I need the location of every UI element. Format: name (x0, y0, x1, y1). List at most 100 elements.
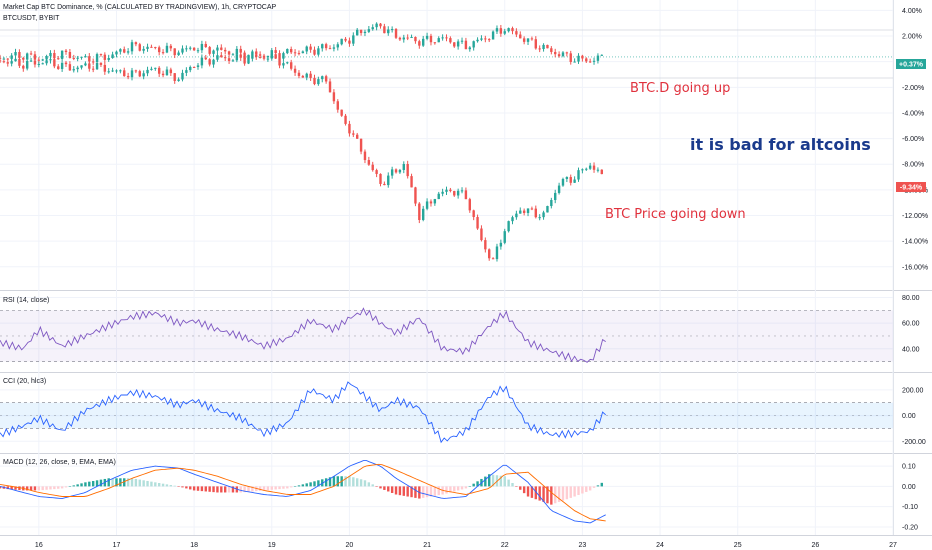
candle-body (22, 65, 25, 69)
candle-body (324, 44, 328, 49)
candle-body (596, 169, 600, 171)
candle-body (534, 39, 537, 49)
macd-histogram-bar (313, 481, 316, 487)
candle-body (328, 48, 332, 50)
candle-body (111, 70, 114, 72)
candle-body (243, 57, 246, 64)
candle-body (84, 56, 87, 58)
candle-body (200, 57, 204, 66)
candle-body (410, 36, 413, 38)
macd-histogram-bar (223, 486, 227, 493)
candle-body (134, 70, 138, 72)
macd-histogram-bar (367, 482, 371, 487)
candle-body (453, 191, 456, 196)
candle-body (53, 59, 56, 67)
macd-histogram-bar (472, 483, 475, 487)
macd-histogram-bar (41, 486, 44, 491)
candle-body (600, 169, 604, 175)
candle-body (585, 168, 588, 170)
annotation-btcd-going-up: BTC.D going up (630, 81, 730, 96)
candle-body (204, 43, 207, 48)
candle-body (251, 54, 254, 59)
candle-body (456, 41, 460, 47)
price-tick-label: -16.00% (902, 264, 928, 271)
second-symbol-label[interactable]: BTCUSDT, BYBIT (3, 15, 60, 22)
price-tick-label: -0.10 (902, 504, 918, 511)
candle-body (37, 63, 41, 65)
candle-body (503, 31, 506, 34)
candle-body (515, 213, 518, 218)
macd-histogram-bar (588, 486, 592, 491)
candle-body (406, 37, 409, 39)
candle-body (41, 59, 44, 61)
candle-body (25, 61, 29, 69)
macd-histogram-bar (375, 486, 378, 487)
candle-body (146, 69, 149, 74)
candle-body (534, 208, 537, 218)
candle-body (488, 249, 491, 259)
macd-histogram-bar (414, 486, 417, 498)
candle-body (177, 52, 180, 56)
macd-histogram-bar (468, 486, 471, 487)
price-axis[interactable]: 4.00%2.00%0.00%-2.00%-4.00%-6.00%-8.00%-… (902, 8, 928, 532)
rsi-title[interactable]: RSI (14, close) (3, 297, 49, 304)
candle-body (456, 190, 460, 196)
candle-body (554, 192, 557, 201)
candle-body (10, 61, 13, 64)
candle-body (441, 37, 444, 39)
macd-histogram-bar (410, 486, 413, 498)
candle-body (64, 50, 68, 52)
candle-body (68, 64, 72, 71)
candle-body (437, 38, 440, 43)
macd-histogram-bar (309, 482, 312, 487)
candle-body (146, 46, 149, 49)
price-tick-label: -8.00% (902, 162, 924, 169)
candle-body (72, 69, 75, 71)
candle-body (223, 57, 227, 59)
macd-histogram-bar (18, 486, 21, 491)
candle-body (554, 51, 557, 55)
candle-body (588, 61, 592, 63)
candle-body (550, 48, 553, 52)
candle-body (33, 54, 37, 60)
macd-histogram-bar (84, 482, 87, 487)
candle-body (22, 57, 25, 60)
candle-body (293, 68, 297, 73)
macd-histogram-bar (449, 486, 452, 493)
candle-body (526, 38, 530, 42)
macd-histogram-bar (596, 485, 600, 487)
time-axis[interactable]: 16 17 18 19 20 21 22 23 24 25 26 27 (35, 542, 897, 549)
candle-body (336, 44, 339, 48)
macd-histogram-bar (425, 486, 429, 498)
candle-body (247, 54, 250, 60)
main-title[interactable]: Market Cap BTC Dominance, % (CALCULATED … (3, 4, 277, 11)
candle-body (88, 56, 91, 62)
candle-body (515, 31, 518, 35)
macd-histogram-bar (247, 486, 250, 492)
macd-histogram-bar (561, 486, 565, 501)
macd-histogram-bar (530, 486, 534, 498)
candle-body (212, 50, 215, 54)
candle-body (309, 73, 312, 78)
candle-body (6, 58, 9, 60)
cci-title[interactable]: CCI (20, hlc3) (3, 378, 46, 385)
candle-body (111, 54, 114, 59)
macd-histogram-bar (387, 486, 390, 492)
grid-lines (0, 0, 932, 536)
candle-body (286, 62, 289, 64)
candle-body (0, 57, 2, 59)
macd-histogram-bar (507, 479, 510, 487)
candle-body (499, 242, 503, 247)
candle-body (301, 51, 305, 54)
btcd-price-badge: +0.37% (896, 59, 926, 69)
macd-histogram-bar (344, 476, 347, 487)
candle-body (25, 53, 29, 60)
candle-body (41, 63, 44, 65)
candle-body (390, 29, 394, 31)
time-tick-label: 25 (734, 542, 742, 549)
candle-body (565, 177, 569, 179)
macd-title[interactable]: MACD (12, 26, close, 9, EMA, EMA) (3, 459, 116, 466)
macd-histogram-bar (200, 486, 204, 492)
macd-histogram-bar (324, 478, 328, 487)
candle-body (142, 73, 145, 77)
